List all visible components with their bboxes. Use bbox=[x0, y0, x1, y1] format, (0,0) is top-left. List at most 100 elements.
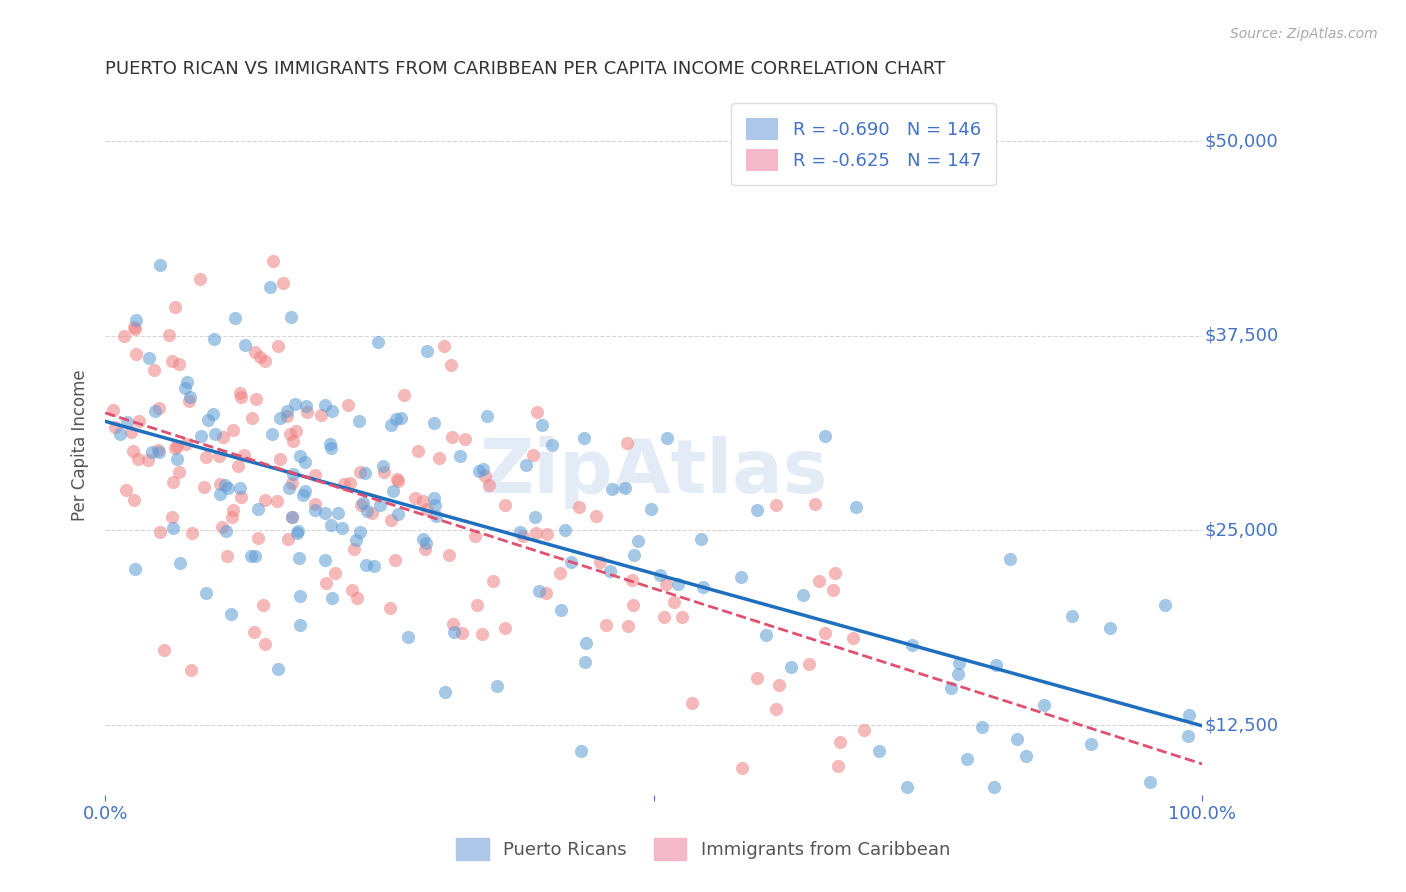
Point bbox=[124, 562, 146, 576]
Point bbox=[368, 498, 391, 512]
Point bbox=[1177, 729, 1199, 743]
Point bbox=[536, 526, 558, 541]
Point bbox=[901, 638, 924, 652]
Point bbox=[267, 339, 290, 353]
Point bbox=[692, 580, 714, 594]
Point bbox=[768, 678, 790, 692]
Point bbox=[983, 780, 1005, 795]
Point bbox=[125, 313, 148, 327]
Point bbox=[387, 472, 409, 486]
Point bbox=[194, 450, 217, 464]
Point bbox=[294, 454, 316, 468]
Point bbox=[575, 636, 598, 650]
Point bbox=[148, 442, 170, 457]
Point bbox=[385, 412, 408, 426]
Point bbox=[346, 591, 368, 606]
Point bbox=[281, 475, 304, 490]
Point bbox=[821, 582, 844, 597]
Point bbox=[998, 552, 1021, 566]
Point bbox=[356, 503, 378, 517]
Point bbox=[222, 423, 245, 437]
Point bbox=[485, 679, 508, 693]
Text: $37,500: $37,500 bbox=[1205, 326, 1278, 345]
Point bbox=[380, 418, 402, 433]
Point bbox=[664, 595, 686, 609]
Text: Source: ZipAtlas.com: Source: ZipAtlas.com bbox=[1230, 27, 1378, 41]
Point bbox=[294, 484, 316, 499]
Point bbox=[986, 658, 1008, 673]
Point bbox=[465, 599, 488, 613]
Point bbox=[101, 403, 124, 417]
Point bbox=[204, 427, 226, 442]
Point bbox=[162, 521, 184, 535]
Point bbox=[425, 509, 447, 524]
Point bbox=[340, 583, 363, 598]
Point bbox=[550, 566, 572, 581]
Point bbox=[494, 498, 516, 512]
Point bbox=[162, 354, 184, 368]
Point bbox=[254, 353, 277, 368]
Point bbox=[284, 397, 307, 411]
Point bbox=[209, 477, 232, 491]
Point bbox=[176, 375, 198, 389]
Point bbox=[104, 420, 127, 434]
Point bbox=[1007, 732, 1029, 747]
Point bbox=[169, 556, 191, 570]
Point bbox=[360, 506, 382, 520]
Point bbox=[427, 451, 450, 466]
Point bbox=[830, 735, 852, 749]
Point bbox=[287, 551, 309, 566]
Point bbox=[253, 637, 276, 651]
Point bbox=[550, 603, 572, 617]
Point bbox=[343, 541, 366, 556]
Point bbox=[1153, 598, 1175, 612]
Point bbox=[413, 542, 436, 557]
Point bbox=[655, 577, 678, 591]
Point bbox=[779, 660, 801, 674]
Point bbox=[868, 744, 890, 758]
Point bbox=[315, 575, 337, 590]
Point bbox=[252, 599, 274, 613]
Point bbox=[972, 720, 994, 734]
Point bbox=[367, 334, 389, 349]
Point bbox=[574, 655, 596, 669]
Point bbox=[845, 500, 868, 514]
Point bbox=[524, 509, 547, 524]
Point bbox=[747, 671, 769, 685]
Point bbox=[948, 657, 970, 671]
Point bbox=[321, 403, 343, 417]
Point bbox=[112, 329, 135, 343]
Point bbox=[482, 574, 505, 589]
Point bbox=[824, 566, 846, 581]
Point bbox=[127, 451, 149, 466]
Point bbox=[478, 478, 501, 492]
Point bbox=[404, 491, 426, 506]
Point bbox=[278, 427, 301, 442]
Point bbox=[195, 586, 218, 600]
Point bbox=[454, 432, 477, 446]
Point bbox=[143, 404, 166, 418]
Point bbox=[202, 332, 225, 346]
Point bbox=[415, 536, 437, 550]
Point bbox=[797, 657, 820, 671]
Point bbox=[621, 598, 644, 612]
Point bbox=[309, 408, 332, 422]
Point bbox=[842, 631, 865, 645]
Point bbox=[166, 439, 188, 453]
Point bbox=[655, 431, 678, 445]
Point bbox=[148, 401, 170, 415]
Point bbox=[522, 448, 544, 462]
Point bbox=[326, 507, 349, 521]
Point bbox=[471, 462, 494, 476]
Point bbox=[177, 394, 200, 409]
Point bbox=[319, 437, 342, 451]
Point bbox=[387, 474, 409, 488]
Point bbox=[1062, 609, 1084, 624]
Point bbox=[423, 498, 446, 512]
Point bbox=[304, 497, 326, 511]
Point bbox=[285, 425, 308, 439]
Text: $25,000: $25,000 bbox=[1205, 522, 1278, 540]
Point bbox=[613, 481, 636, 495]
Point bbox=[471, 627, 494, 641]
Point bbox=[433, 685, 456, 699]
